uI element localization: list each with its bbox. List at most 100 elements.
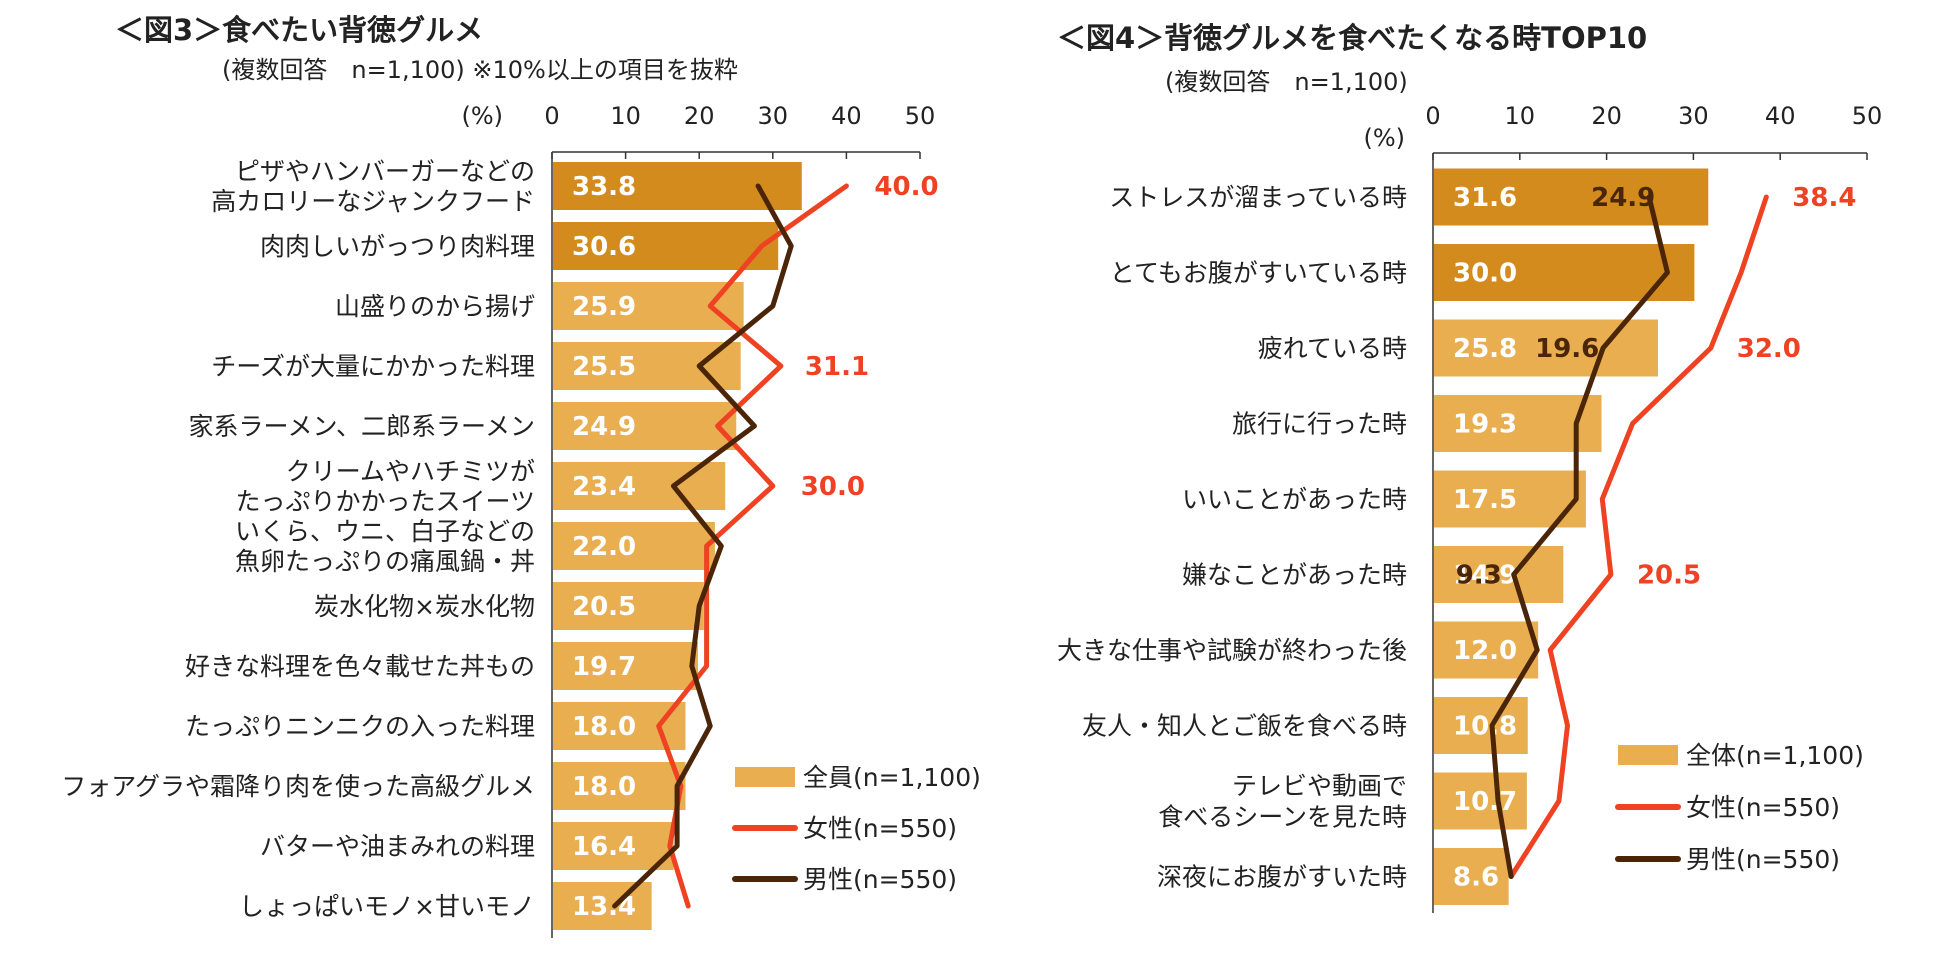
category-label-line: 大きな仕事や試験が終わった後	[1057, 636, 1407, 665]
category-label: 深夜にお腹がすいた時	[1157, 863, 1407, 892]
series-line-male	[612, 183, 794, 909]
bar-value-label: 22.0	[572, 532, 636, 562]
legend-label: 女性(n=550)	[1686, 793, 1840, 822]
category-label: いくら、ウニ、白子などの魚卵たっぷりの痛風鍋・丼	[235, 517, 535, 576]
bar	[553, 882, 652, 930]
category-label: 好きな料理を色々載せた丼もの	[185, 652, 535, 681]
legend-label: 全員(n=1,100)	[803, 763, 981, 792]
female-value-label: 38.4	[1792, 183, 1856, 213]
male-value-label: 19.6	[1535, 334, 1599, 364]
bar-value-label: 8.6	[1453, 863, 1499, 893]
bar-value-label: 25.9	[572, 292, 636, 322]
chart-title: ＜図3＞食べたい背徳グルメ	[115, 13, 483, 47]
category-label-line: ピザやハンバーガーなどの	[235, 157, 535, 186]
legend-label: 男性(n=550)	[1686, 845, 1840, 874]
x-tick-label: 10	[610, 102, 641, 130]
category-label-line: バターや油まみれの料理	[260, 832, 535, 861]
category-label: クリームやハチミツがたっぷりかかったスイーツ	[235, 457, 535, 516]
bar	[1434, 621, 1539, 679]
category-label: テレビや動画で食べるシーンを見た時	[1158, 772, 1407, 832]
x-tick-label: 50	[1852, 102, 1883, 130]
bar	[1434, 168, 1709, 226]
category-label: 山盛りのから揚げ	[335, 292, 535, 321]
category-label: バターや油まみれの料理	[260, 832, 535, 861]
category-label-line: クリームやハチミツが	[286, 457, 535, 486]
x-tick-label: 50	[905, 102, 936, 130]
legend-swatch-bar	[1618, 745, 1678, 765]
category-label: 友人・知人とご飯を食べる時	[1082, 712, 1407, 741]
category-label-line: チーズが大量にかかった料理	[211, 352, 535, 381]
category-label-line: 友人・知人とご飯を食べる時	[1082, 712, 1407, 741]
category-label-line: たっぷりニンニクの入った料理	[185, 712, 535, 741]
bar	[1434, 546, 1564, 603]
series-line-female	[1508, 194, 1769, 879]
female-value-label: 20.5	[1637, 561, 1701, 591]
bar-value-label: 33.8	[572, 172, 636, 202]
category-label: いいことがあった時	[1182, 485, 1407, 514]
bar-value-label: 12.0	[1453, 636, 1517, 666]
category-label-line: いくら、ウニ、白子などの	[235, 517, 535, 546]
x-tick-label: 0	[1425, 102, 1440, 130]
category-label-line: 家系ラーメン、二郎系ラーメン	[188, 412, 535, 441]
category-label-line: 疲れている時	[1258, 334, 1407, 363]
category-label: 炭水化物×炭水化物	[314, 592, 535, 621]
x-tick-label: 40	[831, 102, 862, 130]
male-value-label: 24.9	[1591, 183, 1655, 213]
x-tick-label: 10	[1505, 102, 1536, 130]
category-label: チーズが大量にかかった料理	[211, 352, 535, 381]
category-label-line: 旅行に行った時	[1232, 410, 1407, 439]
bar	[553, 762, 686, 810]
category-label: 大きな仕事や試験が終わった後	[1057, 636, 1407, 665]
category-label-line: たっぷりかかったスイーツ	[235, 487, 535, 516]
chart-title: ＜図4＞背徳グルメを食べたくなる時TOP10	[1057, 21, 1647, 55]
bar-value-label: 17.5	[1453, 485, 1517, 515]
chart-fig4: ＜図4＞背徳グルメを食べたくなる時TOP10 (複数回答 n=1,100) (%) 0…	[1057, 21, 1882, 913]
bar	[553, 642, 698, 690]
category-label: ストレスが溜まっている時	[1109, 183, 1407, 212]
bar	[1434, 848, 1509, 905]
category-label: 家系ラーメン、二郎系ラーメン	[188, 412, 535, 441]
legend-label: 男性(n=550)	[803, 865, 957, 894]
bar	[553, 402, 737, 450]
bar-value-label: 25.5	[572, 352, 636, 382]
category-label-line: 好きな料理を色々載せた丼もの	[185, 652, 535, 681]
bar	[1434, 395, 1602, 452]
legend-label: 全体(n=1,100)	[1686, 741, 1864, 770]
bar	[553, 582, 704, 630]
chart-subtitle: (複数回答 n=1,100) ※10%以上の項目を抜粋	[222, 56, 738, 84]
category-label: たっぷりニンニクの入った料理	[185, 712, 535, 741]
chart-subtitle: (複数回答 n=1,100)	[1165, 68, 1408, 96]
male-value-label: 9.3	[1456, 561, 1502, 591]
female-value-label: 40.0	[874, 172, 938, 202]
legend-swatch-bar	[735, 767, 795, 787]
bar-value-label: 24.9	[572, 412, 636, 442]
x-tick-label: 20	[684, 102, 715, 130]
category-label: 嫌なことがあった時	[1182, 561, 1407, 590]
axis-unit-label: (%)	[461, 102, 503, 130]
series-line-male	[1489, 194, 1670, 879]
category-label-line: しょっぱいモノ×甘いモノ	[239, 892, 535, 921]
category-label: 肉肉しいがっつり肉料理	[260, 232, 535, 261]
x-tick-label: 0	[544, 102, 559, 130]
bar-value-label: 23.4	[572, 472, 636, 502]
series-line-female	[656, 183, 849, 909]
bar-value-label: 19.3	[1453, 410, 1517, 440]
category-label-line: フォアグラや霜降り肉を使った高級グルメ	[61, 772, 535, 801]
chart-fig3: ＜図3＞食べたい背徳グルメ (複数回答 n=1,100) ※10%以上の項目を抜粋…	[61, 13, 981, 938]
female-value-label: 32.0	[1737, 334, 1801, 364]
category-label-line: 食べるシーンを見た時	[1158, 803, 1407, 832]
category-label-line: いいことがあった時	[1182, 485, 1407, 514]
category-label-line: 嫌なことがあった時	[1182, 561, 1407, 590]
category-label: 旅行に行った時	[1232, 410, 1407, 439]
category-label: とてもお腹がすいている時	[1110, 259, 1407, 288]
bar-value-label: 16.4	[572, 832, 636, 862]
bar	[1434, 772, 1527, 830]
axis-unit-label: (%)	[1363, 124, 1405, 152]
category-label: フォアグラや霜降り肉を使った高級グルメ	[61, 772, 535, 801]
bar-value-label: 31.6	[1453, 183, 1517, 213]
bar-value-label: 30.6	[572, 232, 636, 262]
legend-label: 女性(n=550)	[803, 814, 957, 843]
category-label-line: 肉肉しいがっつり肉料理	[260, 232, 535, 261]
category-label-line: 山盛りのから揚げ	[335, 292, 535, 321]
